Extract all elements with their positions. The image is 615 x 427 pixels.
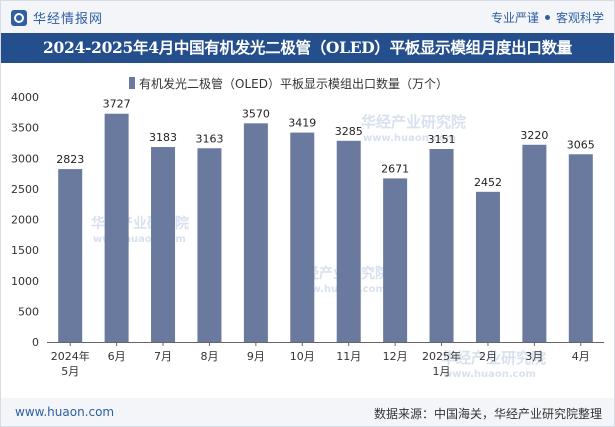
bar-series: 2823 3727 3183 3163 3570 3419 3285 2671 3151 2452…	[56, 98, 595, 343]
bar-value-label: 3220	[520, 129, 548, 142]
bar-value-label: 2671	[381, 162, 409, 175]
data-source: 数据来源：中国海关，华经产业研究院整理	[373, 407, 602, 421]
bar-value-label: 3065	[567, 138, 595, 151]
legend-label: 有机发光二极管（OLED）平板显示模组出口数量（万个）	[139, 76, 448, 91]
bar-value-label: 3285	[335, 125, 363, 138]
watermark-text: 华经产业研究院	[361, 113, 466, 131]
bar-value-label: 3163	[195, 132, 223, 145]
y-axis: 0 500 1000 1500 2000 2500 3000 3500 4000	[11, 91, 604, 349]
bar-value-label: 3727	[103, 98, 131, 111]
tagline: 专业严谨 客观科学	[491, 9, 604, 26]
bar	[197, 148, 222, 342]
y-tick-label: 3000	[11, 152, 39, 165]
x-tick-label: 2月	[479, 350, 497, 363]
bar-value-label: 3419	[288, 117, 316, 130]
tagline-left: 专业严谨	[490, 11, 539, 25]
bar-value-label: 3151	[428, 133, 456, 146]
bar-value-label: 3570	[242, 107, 270, 120]
bar-chart: 华经产业研究院 www.huaon.com 华经产业研究院 www.huaon.com…	[11, 76, 604, 380]
bar	[522, 144, 547, 342]
watermark-url: www.huaon.com	[443, 369, 536, 380]
bar	[151, 147, 176, 342]
top-bar: 华经情报网 专业严谨 客观科学	[1, 1, 614, 33]
logo-icon	[11, 9, 27, 26]
y-tick-label: 2500	[11, 183, 39, 196]
x-tick-label: 1月	[433, 365, 451, 378]
bar-value-label: 3183	[149, 131, 177, 144]
brand-name: 华经情报网	[33, 12, 104, 27]
watermark-text: 华经产业研究院	[441, 349, 546, 367]
x-tick-label: 12月	[383, 350, 408, 363]
tagline-right: 客观科学	[555, 11, 604, 25]
watermark-url: www.huaon.com	[93, 234, 186, 245]
bar-value-label: 2452	[474, 176, 502, 189]
x-axis: 2024年 5月 6月 7月 8月 9月 10月 11月 12月 2025年 1月 2月 3月 4月	[51, 342, 590, 378]
legend-swatch	[129, 77, 135, 89]
x-tick-label: 11月	[336, 350, 361, 363]
x-tick-label: 3月	[525, 350, 543, 363]
bar	[336, 140, 361, 342]
x-tick-label: 9月	[247, 350, 265, 363]
site-link[interactable]: www.huaon.com	[15, 405, 115, 419]
y-tick-label: 500	[18, 305, 39, 318]
y-tick-label: 2000	[11, 214, 39, 227]
bar	[568, 154, 593, 342]
x-tick-label: 2025年	[422, 349, 461, 363]
chart-title: 2024-2025年4月中国有机发光二极管（OLED）平板显示模组月度出口数量	[1, 33, 614, 63]
x-tick-label: 4月	[572, 350, 590, 363]
x-tick-label: 10月	[290, 350, 315, 363]
y-tick-label: 1500	[11, 244, 39, 257]
bar	[243, 123, 268, 343]
y-tick-label: 3500	[11, 122, 39, 135]
x-tick-label: 6月	[108, 350, 126, 363]
bar	[290, 132, 315, 342]
y-tick-label: 4000	[11, 91, 39, 104]
x-tick-label: 5月	[61, 365, 79, 378]
bar	[475, 191, 500, 342]
x-tick-label: 2024年	[51, 349, 90, 363]
bullet-dot-icon	[544, 15, 550, 20]
y-tick-label: 1000	[11, 275, 39, 288]
footer-bar: www.huaon.com 数据来源：中国海关，华经产业研究院整理	[1, 398, 614, 426]
bar-value-label: 2823	[56, 153, 84, 166]
y-tick-label: 0	[32, 336, 39, 349]
bar	[383, 178, 408, 342]
watermark-url: www.huaon.com	[363, 133, 456, 144]
legend: 有机发光二极管（OLED）平板显示模组出口数量（万个）	[129, 76, 448, 91]
bar	[104, 113, 129, 342]
bar	[429, 149, 454, 342]
x-tick-label: 8月	[200, 350, 218, 363]
x-tick-label: 7月	[154, 350, 172, 363]
brand[interactable]: 华经情报网	[11, 8, 103, 27]
bar	[58, 169, 83, 342]
